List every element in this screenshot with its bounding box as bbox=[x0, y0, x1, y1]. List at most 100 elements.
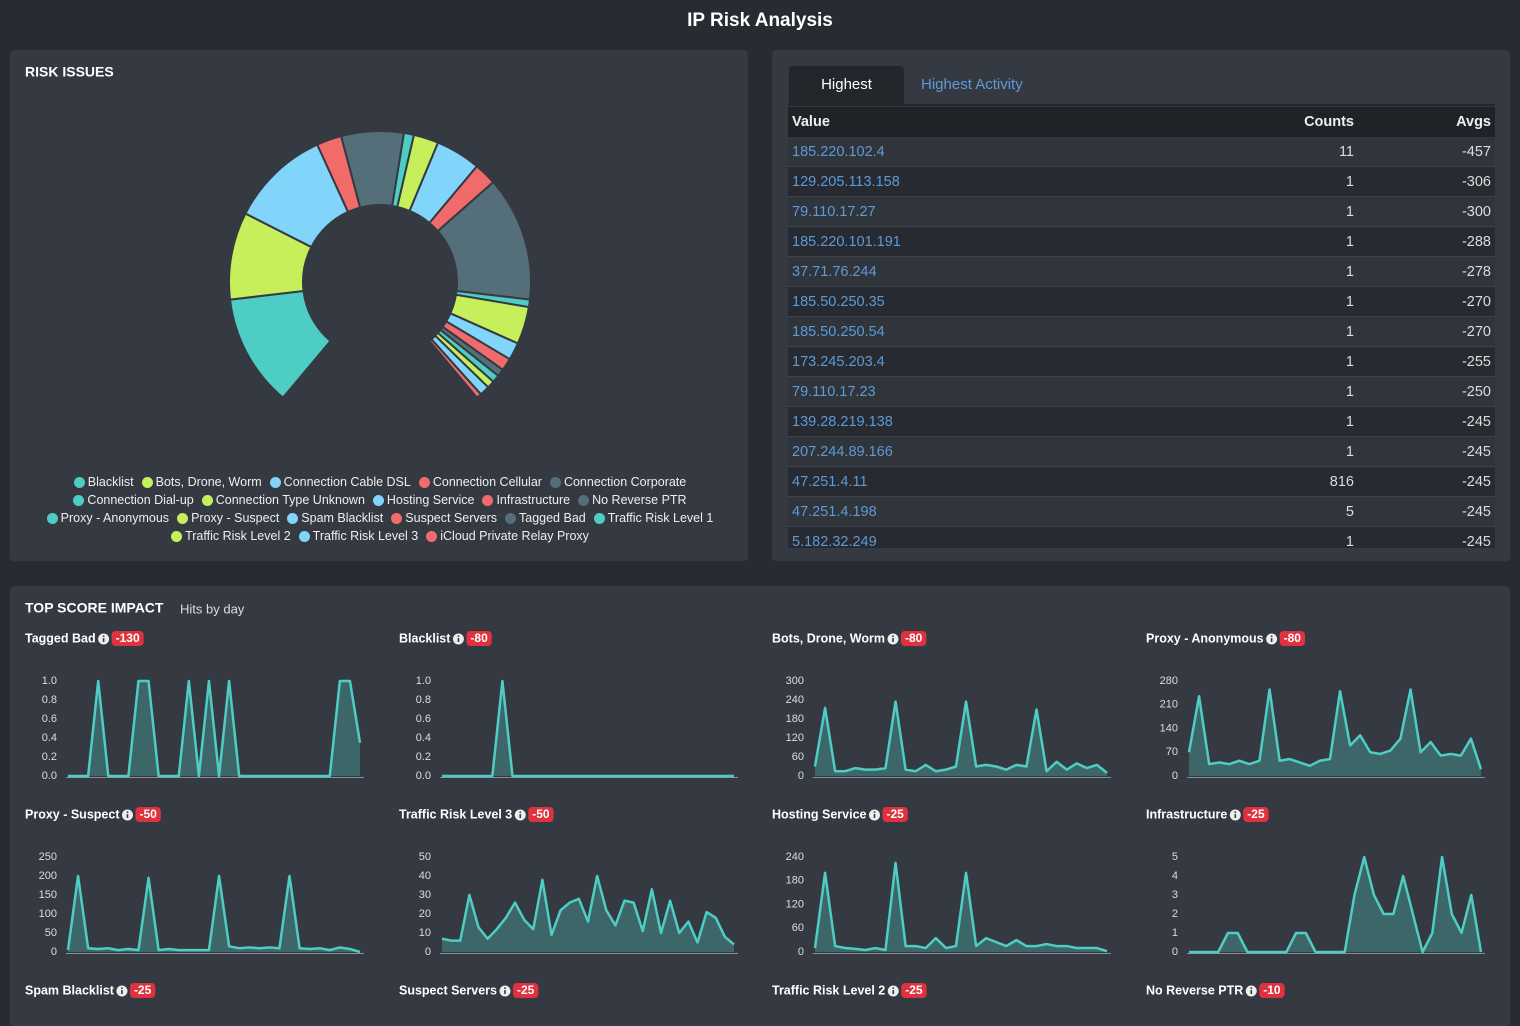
ip-link[interactable]: 185.220.102.4 bbox=[788, 137, 1218, 167]
legend-label: iCloud Private Relay Proxy bbox=[440, 529, 589, 543]
ip-link[interactable]: 79.110.17.27 bbox=[788, 196, 1218, 227]
legend-item: Traffic Risk Level 2 bbox=[171, 527, 291, 545]
y-tick-label: 0.4 bbox=[42, 732, 57, 744]
legend-swatch bbox=[593, 512, 605, 524]
legend-item: Proxy - Suspect bbox=[177, 509, 279, 527]
score-badge-label: -25 bbox=[886, 807, 904, 821]
y-tick-label: 300 bbox=[786, 675, 804, 687]
table-row: 129.205.113.158 1 -306 bbox=[788, 166, 1495, 197]
ip-link[interactable]: 139.28.219.138 bbox=[788, 406, 1218, 437]
score-badge bbox=[900, 631, 927, 646]
legend-swatch bbox=[46, 512, 58, 524]
tab[interactable]: Highest Activity bbox=[921, 76, 1023, 93]
y-tick-label: 240 bbox=[786, 694, 804, 706]
legend-label: Traffic Risk Level 2 bbox=[185, 529, 291, 543]
table-cell: -278 bbox=[1358, 256, 1495, 287]
score-badge bbox=[129, 983, 156, 998]
legend-label: Connection Type Unknown bbox=[215, 493, 365, 507]
ip-link[interactable]: 129.205.113.158 bbox=[788, 166, 1218, 197]
y-tick-label: 0 bbox=[425, 946, 431, 958]
column-header: Counts bbox=[1218, 107, 1358, 137]
table-cell: 1 bbox=[1218, 376, 1358, 407]
y-tick-label: 2 bbox=[1172, 908, 1178, 920]
chart-title: Tagged Bad bbox=[25, 631, 96, 645]
chart-title: Traffic Risk Level 3 bbox=[399, 807, 512, 821]
info-icon-dot bbox=[102, 638, 105, 642]
donut-segment bbox=[228, 289, 332, 400]
y-tick-label: 50 bbox=[45, 927, 57, 939]
line bbox=[813, 700, 1108, 774]
area-fill bbox=[442, 681, 734, 776]
y-tick-label: 100 bbox=[39, 908, 57, 920]
y-tick-label: 70 bbox=[1166, 746, 1178, 758]
score-badge-label: -80 bbox=[470, 631, 488, 645]
score-badge-label: -50 bbox=[532, 807, 550, 821]
score-badge-label: -25 bbox=[1247, 807, 1265, 821]
table-cell: 1 bbox=[1218, 196, 1358, 227]
legend-label: Tagged Bad bbox=[519, 511, 586, 525]
table-row: 79.110.17.23 1 -250 bbox=[788, 376, 1495, 407]
chart-title: Blacklist bbox=[399, 631, 451, 645]
score-badge bbox=[135, 807, 161, 822]
ip-link[interactable]: 185.50.250.54 bbox=[788, 316, 1218, 347]
score-badge bbox=[466, 631, 492, 646]
y-tick-label: 0.6 bbox=[42, 713, 57, 725]
ip-link[interactable]: 79.110.17.23 bbox=[788, 376, 1218, 407]
table-wrap: Value Counts Avgs 185.220.102.4 11 -457 129… bbox=[788, 107, 1495, 548]
ip-link[interactable]: 37.71.76.244 bbox=[788, 256, 1218, 287]
info-icon-dot bbox=[1250, 987, 1253, 989]
info-icon-dot bbox=[504, 987, 506, 989]
table-cell: -270 bbox=[1358, 316, 1495, 347]
y-tick-label: 60 bbox=[792, 922, 804, 934]
legend-swatch bbox=[418, 476, 430, 488]
y-tick-label: 30 bbox=[419, 889, 431, 901]
score-badge-label: -10 bbox=[1263, 983, 1281, 997]
legend-item: Connection Corporate bbox=[549, 473, 686, 491]
y-tick-label: 1.0 bbox=[42, 675, 57, 687]
y-tick-label: 0.0 bbox=[42, 770, 57, 782]
ip-link[interactable]: 5.182.32.249 bbox=[788, 526, 1218, 548]
tab[interactable]: Highest Risk bbox=[789, 66, 904, 131]
legend-label: Connection Dial-up bbox=[87, 493, 194, 507]
ip-link[interactable]: 173.245.203.4 bbox=[788, 346, 1218, 377]
ip-link[interactable]: 47.251.4.11 bbox=[788, 466, 1218, 497]
legend-swatch bbox=[549, 476, 561, 488]
y-tick-label: 240 bbox=[786, 851, 804, 863]
table-cell: -250 bbox=[1358, 376, 1495, 407]
y-tick-label: 0 bbox=[51, 946, 57, 958]
table-row: 185.50.250.54 1 -270 bbox=[788, 316, 1495, 347]
y-tick-label: 1.0 bbox=[416, 675, 431, 687]
table-cell: 1 bbox=[1218, 526, 1358, 548]
header-row: Value Counts Avgs bbox=[788, 107, 1495, 137]
ip-link[interactable]: 47.251.4.198 bbox=[788, 496, 1218, 527]
info-icon-dot bbox=[121, 990, 123, 994]
legend-swatch bbox=[287, 512, 299, 524]
info-icon-dot bbox=[519, 811, 522, 813]
y-tick-label: 0.2 bbox=[42, 751, 57, 763]
chart-title: Bots, Drone, Worm bbox=[772, 631, 885, 645]
y-tick-label: 120 bbox=[786, 732, 804, 744]
ip-link[interactable]: 207.244.89.166 bbox=[788, 436, 1218, 467]
table: Value Counts Avgs 185.220.102.4 11 -457 129… bbox=[788, 107, 1495, 548]
panel-title: TOP SCORE IMPACT bbox=[25, 600, 164, 616]
y-tick-label: 0 bbox=[1172, 770, 1178, 782]
chart-title: Proxy - Suspect bbox=[25, 807, 120, 821]
y-tick-label: 150 bbox=[39, 889, 57, 901]
y-tick-label: 180 bbox=[786, 713, 804, 725]
table-cell: 1 bbox=[1218, 406, 1358, 437]
ip-link[interactable]: 185.50.250.35 bbox=[788, 286, 1218, 317]
line bbox=[68, 679, 362, 778]
legend-swatch bbox=[177, 512, 189, 524]
ip-link[interactable]: 185.220.101.191 bbox=[788, 226, 1218, 257]
table-row: 207.244.89.166 1 -245 bbox=[788, 436, 1495, 467]
y-tick-label: 40 bbox=[419, 870, 431, 882]
y-tick-label: 0.6 bbox=[416, 713, 431, 725]
table-cell: 1 bbox=[1218, 436, 1358, 467]
legend-item: Bots, Drone, Worm bbox=[141, 473, 262, 491]
table-cell: -457 bbox=[1358, 137, 1495, 167]
legend-label: Traffic Risk Level 3 bbox=[312, 529, 419, 543]
y-tick-label: 0 bbox=[798, 946, 804, 958]
legend-item: iCloud Private Relay Proxy bbox=[426, 527, 589, 545]
info-icon-dot bbox=[457, 635, 460, 637]
table-row: 37.71.76.244 1 -278 bbox=[788, 256, 1495, 287]
